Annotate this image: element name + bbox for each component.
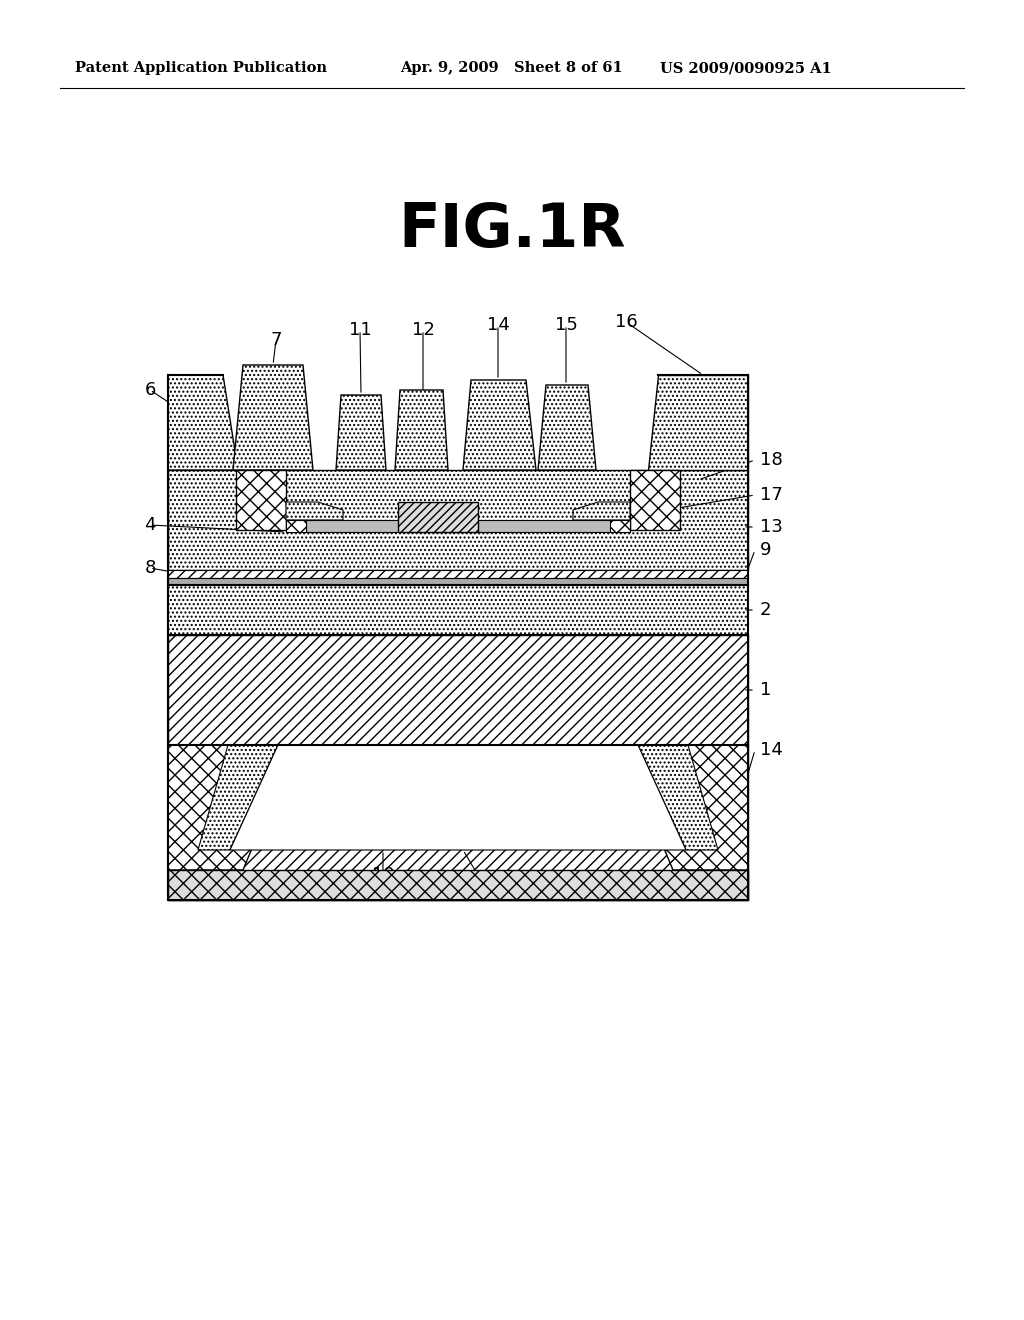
Text: 14: 14	[486, 315, 509, 334]
Bar	[168, 470, 748, 570]
Polygon shape	[198, 744, 278, 850]
Text: 6: 6	[144, 381, 156, 399]
Polygon shape	[638, 744, 718, 850]
Bar	[398, 502, 478, 532]
Polygon shape	[463, 380, 536, 470]
Polygon shape	[168, 375, 238, 470]
Text: 16: 16	[614, 313, 637, 331]
Bar	[286, 520, 630, 532]
Text: 21: 21	[476, 883, 500, 902]
Text: Apr. 9, 2009   Sheet 8 of 61: Apr. 9, 2009 Sheet 8 of 61	[400, 61, 623, 75]
Polygon shape	[648, 375, 748, 470]
Polygon shape	[630, 470, 680, 531]
Text: 7: 7	[270, 331, 282, 348]
Text: 18: 18	[760, 451, 782, 469]
Bar	[168, 578, 748, 585]
Text: 11: 11	[348, 321, 372, 339]
Polygon shape	[236, 470, 286, 531]
Text: 1: 1	[760, 681, 771, 700]
Polygon shape	[573, 502, 630, 520]
Polygon shape	[621, 744, 748, 870]
Text: 8: 8	[144, 558, 156, 577]
Polygon shape	[286, 502, 343, 520]
Bar	[168, 744, 748, 900]
Polygon shape	[230, 744, 686, 850]
Text: 12: 12	[412, 321, 434, 339]
Polygon shape	[336, 395, 386, 470]
Text: 9: 9	[760, 541, 771, 558]
Polygon shape	[233, 366, 313, 470]
Polygon shape	[168, 744, 295, 870]
Bar	[168, 635, 748, 744]
Polygon shape	[286, 520, 306, 532]
Text: 17: 17	[760, 486, 783, 504]
Bar	[168, 870, 748, 900]
Polygon shape	[395, 389, 449, 470]
Text: 20: 20	[467, 766, 489, 784]
Text: 2: 2	[760, 601, 771, 619]
Text: US 2009/0090925 A1: US 2009/0090925 A1	[660, 61, 831, 75]
Polygon shape	[538, 385, 596, 470]
Text: 4: 4	[144, 516, 156, 535]
Text: 15: 15	[555, 315, 578, 334]
Bar	[168, 585, 748, 635]
Text: FIG.1R: FIG.1R	[398, 201, 626, 260]
Bar	[168, 570, 748, 578]
Text: 14: 14	[760, 741, 783, 759]
Text: 19: 19	[372, 866, 394, 884]
Polygon shape	[610, 520, 630, 532]
Text: Patent Application Publication: Patent Application Publication	[75, 61, 327, 75]
Text: 13: 13	[760, 517, 783, 536]
